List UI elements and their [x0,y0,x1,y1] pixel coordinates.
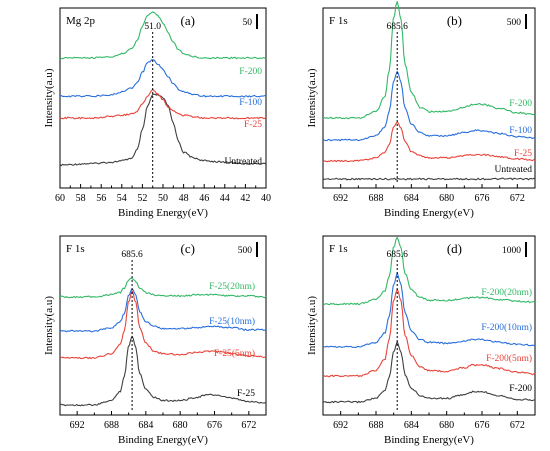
panel-letter: (c) [181,241,195,256]
series-line-untreated [59,93,267,167]
y-axis-label: Intensity(a.u) [306,296,318,355]
x-tick-label: 672 [510,193,525,204]
element-label: F 1s [66,243,85,255]
series-label: Untreated [495,165,533,175]
x-tick-label: 44 [220,193,230,204]
y-axis-label: Intensity(a.u) [306,68,318,127]
series-line-f-25-20nm- [59,277,267,299]
series-line-f-25-10nm- [59,288,267,333]
series-label: F-200 [239,67,262,77]
series-label: F-100 [509,126,532,136]
series-line-f-25 [322,121,536,163]
x-tick-label: 54 [117,193,127,204]
x-tick-label: 692 [333,420,348,431]
series-line-f-200-5nm- [322,288,536,378]
peak-label: 51.0 [144,22,161,32]
x-tick-label: 692 [333,193,348,204]
x-tick-label: 52 [137,193,147,204]
x-axis-label: Binding Energy(eV) [118,207,208,219]
panel-letter: (d) [447,241,462,256]
series-label: F-25 [244,120,262,130]
x-tick-label: 48 [179,193,189,204]
x-tick-label: 672 [510,420,525,431]
series-label: F-25(5nm) [214,348,255,359]
x-tick-label: 40 [261,193,271,204]
x-tick-label: 684 [138,420,153,431]
series-line-f-200 [59,11,267,60]
x-tick-label: 676 [207,420,222,431]
series-line-f-100 [60,59,266,98]
x-axis-label: Binding Energy(eV) [384,434,474,446]
series-line-f-200-10nm- [322,272,536,349]
series-line-f-100 [322,70,536,142]
element-label: Mg 2p [66,15,96,27]
x-tick-label: 58 [76,193,86,204]
panel-letter: (a) [181,13,195,28]
series-line-f-25 [59,335,267,407]
x-tick-label: 672 [241,420,256,431]
x-tick-label: 676 [475,420,490,431]
x-tick-label: 56 [96,193,106,204]
series-label: F-25(20nm) [209,281,255,292]
y-axis-label: Intensity(a.u) [43,296,55,355]
scale-bar-label: 500 [238,246,253,256]
series-line-f-25-5nm- [59,290,267,360]
x-tick-label: 688 [369,420,384,431]
y-axis-label: Intensity(a.u) [43,68,55,127]
x-tick-label: 688 [369,193,384,204]
series-line-f-25 [59,88,267,120]
x-tick-label: 676 [475,193,490,204]
x-tick-label: 42 [240,193,250,204]
chart-panel-b: 692 688 684 680 676 672 Binding Energy(eV) Inte… [306,1,536,219]
scale-bar-label: 1000 [502,246,521,256]
x-axis-label: Binding Energy(eV) [384,207,474,219]
series-label: Untreated [225,157,263,167]
x-tick-label: 50 [158,193,168,204]
x-tick-label: 692 [70,420,85,431]
series-line-f-200-20nm- [322,236,536,306]
series-line-f-200 [323,1,536,120]
element-label: F 1s [329,15,348,27]
series-label: F-200 [509,99,532,109]
series-label: F-200 [509,384,532,394]
series-line-untreated [322,177,536,181]
scale-bar-label: 500 [507,18,522,28]
x-tick-label: 680 [173,420,188,431]
series-label: F-100 [239,98,262,108]
series-label: F-200(10nm) [481,322,532,333]
chart-panel-d: 692 688 684 680 676 672 Binding Energy(eV) Inte… [306,235,536,446]
x-tick-label: 688 [104,420,119,431]
x-axis-label: Binding Energy(eV) [118,434,208,446]
peak-label: 685.6 [121,250,143,260]
peak-label: 685.6 [387,22,409,32]
series-label: F-200(20nm) [481,287,532,298]
x-tick-label: 60 [55,193,65,204]
x-tick-label: 680 [439,193,454,204]
x-tick-label: 684 [404,420,419,431]
series-line-f-200 [322,341,535,404]
chart-panel-a: 60 58 56 54 52 50 48 46 44 42 40 Binding Energy(eV)… [43,7,271,219]
panel-letter: (b) [447,13,462,28]
scale-bar-label: 50 [243,18,253,28]
peak-label: 685.6 [387,250,409,260]
chart-panel-c: 692 688 684 680 676 672 Binding Energy(eV) Inte… [43,235,267,446]
series-label: F-25(10nm) [209,316,255,327]
element-label: F 1s [329,243,348,255]
series-label: F-200(5nm) [486,353,532,364]
x-tick-label: 680 [439,420,454,431]
series-label: F-25 [514,149,532,159]
series-label: F-25 [237,389,255,399]
x-tick-label: 46 [199,193,209,204]
x-tick-label: 684 [404,193,419,204]
